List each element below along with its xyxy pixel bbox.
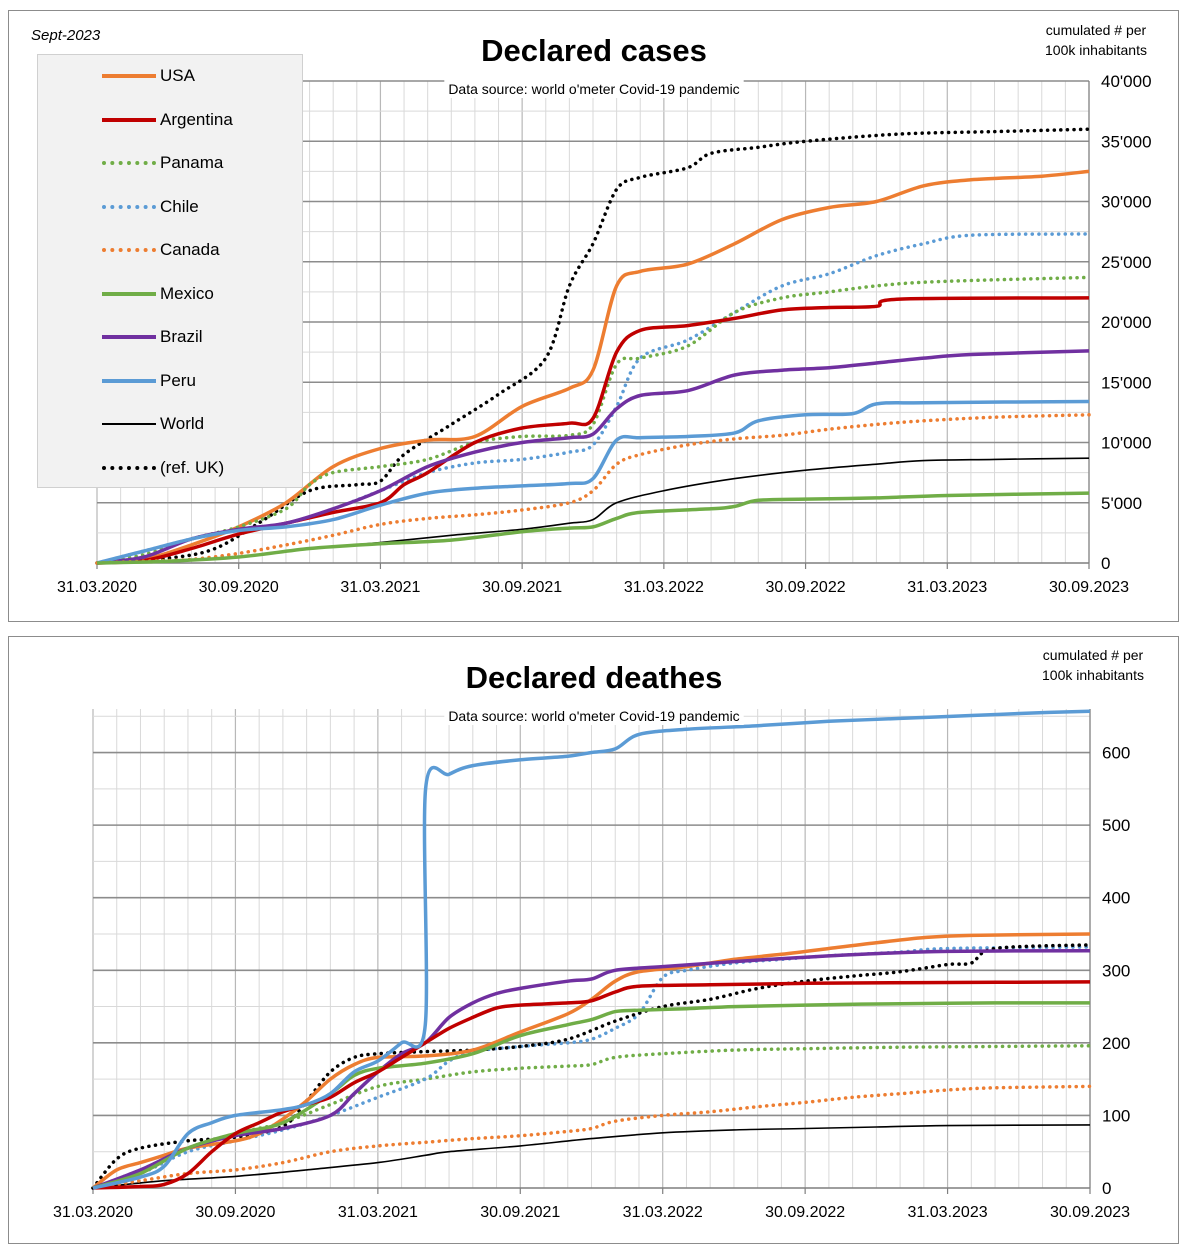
x-tick-label: 31.03.2020 xyxy=(53,1204,133,1221)
period-label: Sept-2023 xyxy=(31,27,101,44)
y-tick-label: 5'000 xyxy=(1101,494,1142,513)
chart-title: Declared deathes xyxy=(466,660,723,695)
legend-item-panama: Panama xyxy=(38,152,298,174)
legend-item-chile: Chile xyxy=(38,196,298,218)
legend-swatch xyxy=(102,204,156,209)
series-line-chile xyxy=(91,945,1092,1190)
chart-legend: USA Argentina Panama Chile Canada Mexico Brazi… xyxy=(37,54,303,488)
series-line-brazil xyxy=(96,349,1090,565)
legend-swatch xyxy=(102,74,156,78)
x-tick-label: 31.03.2022 xyxy=(624,579,704,596)
series-line-peru xyxy=(96,399,1090,565)
series-line-brazil xyxy=(92,948,1091,1190)
y-tick-label: 20'000 xyxy=(1101,313,1152,332)
x-tick-label: 30.09.2022 xyxy=(765,1204,845,1221)
legend-label: Argentina xyxy=(160,109,233,129)
y-axis-label: cumulated # per xyxy=(1043,647,1144,663)
deaths-chart-svg: 0 100 200 300 400 500 600 31.03.2020 30.09.2020 3… xyxy=(53,647,1144,1221)
deaths-chart-panel: 0 100 200 300 400 500 600 31.03.2020 30.09.2020 3… xyxy=(8,636,1179,1244)
legend-label: (ref. UK) xyxy=(160,457,225,477)
chart-subtitle: Data source: world o'meter Covid-19 pand… xyxy=(448,708,739,724)
series-line-usa xyxy=(96,169,1090,565)
series-line-panama xyxy=(91,1044,1092,1190)
y-axis-label: 100k inhabitants xyxy=(1045,42,1147,58)
y-tick-label: 15'000 xyxy=(1101,373,1152,392)
x-tick-label: 30.09.2022 xyxy=(766,579,846,596)
legend-label: USA xyxy=(160,66,195,85)
y-axis-label: 100k inhabitants xyxy=(1042,667,1144,683)
subtitle-background xyxy=(444,707,744,725)
x-tick-label: 30.09.2023 xyxy=(1050,1204,1130,1221)
series-line-canada xyxy=(95,413,1091,565)
series-line-mexico xyxy=(96,491,1090,565)
x-tick-label: 30.09.2021 xyxy=(482,579,562,596)
legend-item-mexico: Mexico xyxy=(38,283,298,305)
series-line-mexico xyxy=(92,1001,1091,1190)
chart-subtitle: Data source: world o'meter Covid-19 pand… xyxy=(448,81,739,97)
legend-item-argentina: Argentina xyxy=(38,109,298,131)
x-tick-label: 31.03.2023 xyxy=(908,1204,988,1221)
y-tick-label: 500 xyxy=(1102,816,1130,835)
legend-label: Peru xyxy=(160,370,196,390)
y-tick-label: 0 xyxy=(1102,1179,1111,1198)
y-tick-label: 10'000 xyxy=(1101,434,1152,453)
y-tick-label: 300 xyxy=(1102,961,1130,980)
x-tick-label: 30.09.2020 xyxy=(199,579,279,596)
legend-swatch xyxy=(102,248,156,252)
y-tick-label: 600 xyxy=(1102,744,1130,763)
legend-swatch xyxy=(102,423,156,425)
legend-item-peru: Peru xyxy=(38,370,298,392)
legend-label: World xyxy=(160,414,205,433)
series-line-usa xyxy=(91,932,1091,1190)
legend-swatch xyxy=(102,335,156,339)
y-tick-label: 200 xyxy=(1102,1034,1130,1053)
legend-item-usa: USA xyxy=(38,65,298,87)
legend-swatch xyxy=(102,378,156,383)
legend-item-ref-uk: (ref. UK) xyxy=(38,457,298,479)
series-line-peru xyxy=(92,709,1091,1190)
legend-swatch xyxy=(102,465,156,470)
legend-item-canada: Canada xyxy=(38,239,298,261)
cases-chart-panel: 0 5'000 10'000 15'000 20'000 25'000 30'000 35'0… xyxy=(8,10,1179,622)
y-tick-label: 30'000 xyxy=(1101,193,1152,212)
y-tick-label: 100 xyxy=(1102,1106,1130,1125)
legend-label: Chile xyxy=(160,196,199,216)
y-tick-label: 400 xyxy=(1102,889,1130,908)
legend-label: Canada xyxy=(160,240,220,259)
legend-item-world: World xyxy=(38,413,298,435)
series-line-argentina xyxy=(92,980,1091,1190)
series-line-panama xyxy=(95,275,1091,565)
x-tick-label: 31.03.2021 xyxy=(338,1204,418,1221)
x-tick-label: 31.03.2021 xyxy=(340,579,420,596)
x-tick-label: 30.09.2023 xyxy=(1049,579,1129,596)
series-line-canada xyxy=(91,1084,1092,1190)
subtitle-background xyxy=(444,80,744,98)
y-axis-label: cumulated # per xyxy=(1046,22,1147,38)
legend-label: Mexico xyxy=(160,283,214,303)
x-tick-label: 31.03.2023 xyxy=(907,579,987,596)
x-tick-label: 30.09.2021 xyxy=(480,1204,560,1221)
legend-label: Brazil xyxy=(160,327,203,346)
cases-chart-svg: 0 5'000 10'000 15'000 20'000 25'000 30'000 35'0… xyxy=(57,22,1152,596)
legend-swatch xyxy=(102,161,156,165)
y-tick-label: 25'000 xyxy=(1101,253,1152,272)
y-tick-label: 40'000 xyxy=(1101,72,1152,91)
series-line-world xyxy=(92,1124,1091,1189)
chart-title: Declared cases xyxy=(481,33,707,68)
legend-label: Panama xyxy=(160,153,224,172)
y-tick-label: 35'000 xyxy=(1101,132,1152,151)
x-tick-label: 31.03.2020 xyxy=(57,579,137,596)
x-tick-label: 30.09.2020 xyxy=(195,1204,275,1221)
legend-swatch xyxy=(102,291,156,296)
legend-swatch xyxy=(102,117,156,122)
legend-item-brazil: Brazil xyxy=(38,326,298,348)
x-tick-label: 31.03.2022 xyxy=(623,1204,703,1221)
y-tick-label: 0 xyxy=(1101,554,1110,573)
